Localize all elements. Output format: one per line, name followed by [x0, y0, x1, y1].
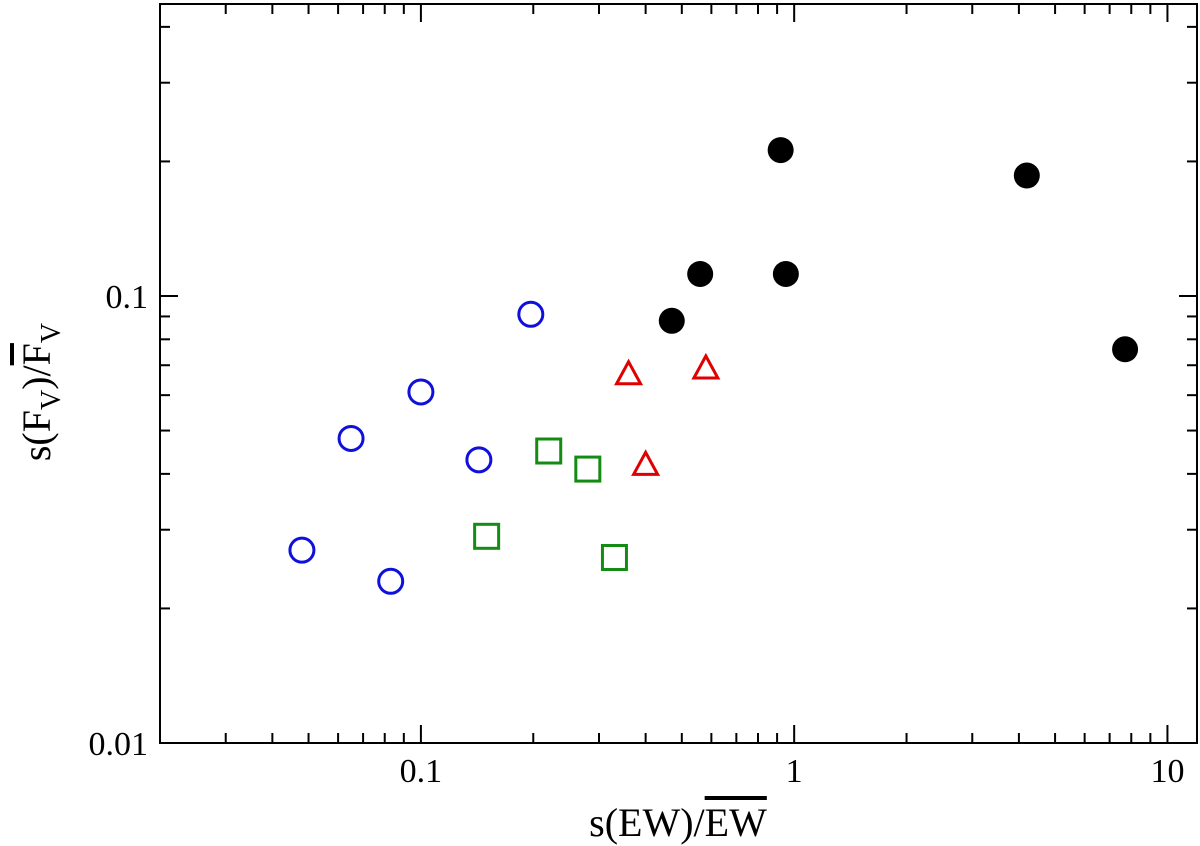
- point-open-square: [574, 455, 602, 483]
- point-open-triangle: [614, 358, 644, 386]
- x-axis-label-overbar: EW: [705, 800, 767, 845]
- tick-labels: 0.1 1 10 0.01 0.1: [89, 279, 1185, 790]
- point-open-circle: [337, 424, 365, 452]
- point-filled-circle: [1013, 162, 1040, 189]
- y-axis-label-overbar: F: [14, 343, 59, 365]
- axis-ticks: [159, 4, 1197, 744]
- point-filled-circle: [658, 307, 685, 334]
- point-open-circle: [465, 446, 493, 474]
- point-open-circle: [377, 567, 405, 595]
- point-open-circle: [288, 536, 316, 564]
- point-open-triangle: [631, 449, 661, 476]
- x-tick-label: 0.1: [400, 753, 443, 790]
- y-tick-label: 0.1: [106, 279, 149, 316]
- x-tick-label: 1: [786, 753, 803, 790]
- x-axis-label: s(EW)/EW: [589, 800, 767, 845]
- point-open-circle: [517, 300, 545, 328]
- point-open-circle: [407, 378, 435, 406]
- point-filled-circle: [772, 260, 799, 287]
- y-tick-label: 0.01: [89, 726, 149, 763]
- y-axis-label: s(FV)/FV: [14, 323, 67, 461]
- point-open-square: [473, 522, 501, 550]
- point-filled-circle: [687, 260, 714, 287]
- point-open-square: [600, 544, 628, 572]
- data-points: [288, 137, 1139, 595]
- point-open-square: [535, 437, 563, 465]
- x-tick-label: 10: [1150, 753, 1184, 790]
- point-filled-circle: [767, 137, 794, 164]
- point-open-triangle: [691, 352, 721, 380]
- point-filled-circle: [1112, 336, 1139, 363]
- plot-frame: [159, 3, 1198, 744]
